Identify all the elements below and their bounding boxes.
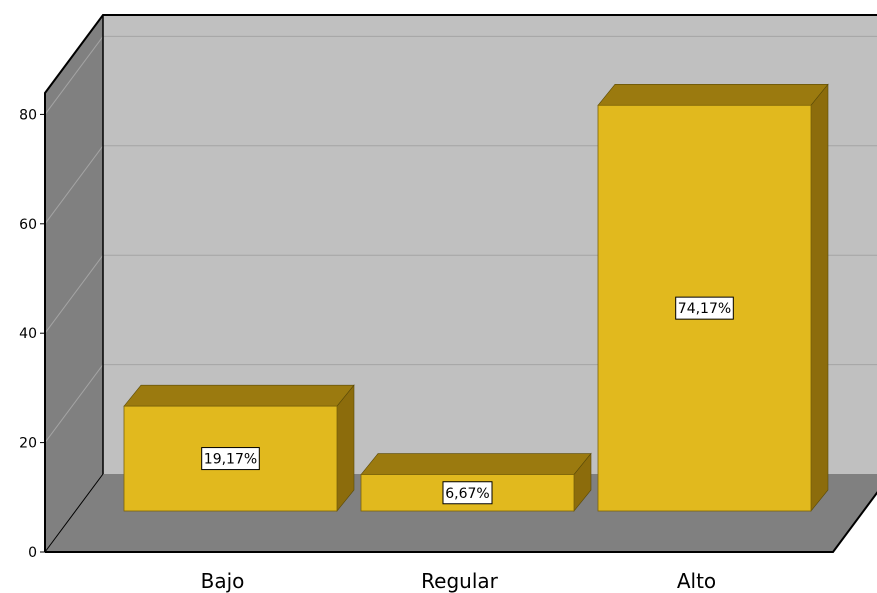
gridline-side <box>44 36 104 115</box>
bars: 19,17% 6,67% 74,17% <box>123 83 829 512</box>
x-axis: Bajo Regular Alto <box>201 569 717 593</box>
frame-floor-edge <box>44 473 104 553</box>
bar-top <box>123 384 355 407</box>
bar-top <box>360 453 592 475</box>
x-tick-label: Regular <box>421 569 498 593</box>
data-label: 74,17% <box>678 301 731 317</box>
y-tick-label: 40 <box>19 326 37 342</box>
x-tick-label: Alto <box>677 569 716 593</box>
data-label: 6,67% <box>445 486 489 502</box>
data-label-box <box>442 481 493 505</box>
data-label-box <box>201 447 260 471</box>
gridline-side <box>44 254 104 334</box>
y-axis: 0 20 40 60 80 <box>19 107 45 561</box>
frame-bottom <box>45 491 877 553</box>
bar-top <box>597 83 829 106</box>
y-tick-label: 0 <box>28 545 37 561</box>
y-tick-label: 60 <box>19 217 37 233</box>
y-tick-label: 20 <box>19 436 37 452</box>
x-tick-label: Bajo <box>201 569 245 593</box>
data-label: 19,17% <box>204 452 257 468</box>
side-wall <box>45 15 103 552</box>
bar-side <box>336 384 355 512</box>
gridline-side <box>44 145 104 225</box>
bar-alto: 74,17% <box>597 83 829 512</box>
bar-side <box>810 83 829 512</box>
data-label-box <box>675 296 734 320</box>
y-tick-label: 80 <box>19 107 37 123</box>
frame-top <box>44 14 877 552</box>
bar-bajo: 19,17% <box>123 384 355 512</box>
gridline-side <box>44 364 104 443</box>
chart-frame <box>44 14 877 553</box>
bar-regular: 6,67% <box>360 452 592 512</box>
